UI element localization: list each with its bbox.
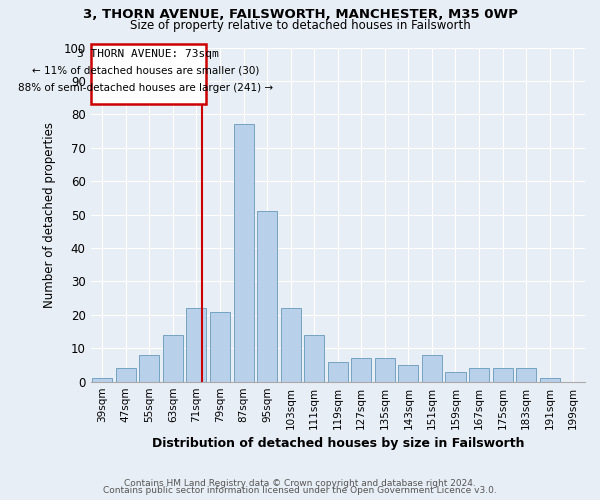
Text: 88% of semi-detached houses are larger (241) →: 88% of semi-detached houses are larger (… [18, 82, 274, 92]
Text: 3 THORN AVENUE: 73sqm: 3 THORN AVENUE: 73sqm [77, 49, 219, 59]
Bar [445, 372, 466, 382]
X-axis label: Distribution of detached houses by size in Failsworth: Distribution of detached houses by size … [152, 437, 524, 450]
Bar [257, 211, 277, 382]
Bar [328, 362, 348, 382]
Bar [92, 378, 112, 382]
Bar [469, 368, 489, 382]
Y-axis label: Number of detached properties: Number of detached properties [43, 122, 56, 308]
Bar [187, 308, 206, 382]
Text: Contains public sector information licensed under the Open Government Licence v3: Contains public sector information licen… [103, 486, 497, 495]
Bar [516, 368, 536, 382]
Text: Contains HM Land Registry data © Crown copyright and database right 2024.: Contains HM Land Registry data © Crown c… [124, 478, 476, 488]
Bar [352, 358, 371, 382]
Bar [139, 355, 160, 382]
Bar [539, 378, 560, 382]
Bar [493, 368, 512, 382]
Bar [163, 335, 183, 382]
Bar [116, 368, 136, 382]
Bar [398, 365, 418, 382]
FancyBboxPatch shape [91, 44, 206, 104]
Bar [281, 308, 301, 382]
Bar [210, 312, 230, 382]
Bar [375, 358, 395, 382]
Bar [422, 355, 442, 382]
Text: Size of property relative to detached houses in Failsworth: Size of property relative to detached ho… [130, 18, 470, 32]
Text: 3, THORN AVENUE, FAILSWORTH, MANCHESTER, M35 0WP: 3, THORN AVENUE, FAILSWORTH, MANCHESTER,… [83, 8, 517, 20]
Text: ← 11% of detached houses are smaller (30): ← 11% of detached houses are smaller (30… [32, 66, 260, 76]
Bar [304, 335, 324, 382]
Bar [233, 124, 254, 382]
